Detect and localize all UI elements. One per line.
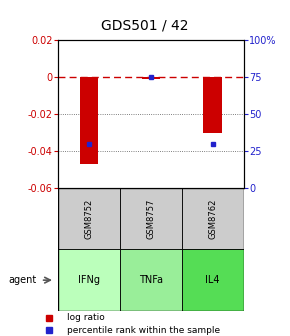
Text: TNFa: TNFa xyxy=(139,275,163,285)
Text: IL4: IL4 xyxy=(205,275,220,285)
Bar xyxy=(182,249,244,311)
Bar xyxy=(120,188,182,249)
Text: log ratio: log ratio xyxy=(67,313,105,322)
Bar xyxy=(203,77,222,133)
Text: agent: agent xyxy=(8,275,36,285)
Text: GSM8757: GSM8757 xyxy=(146,199,155,239)
Text: GSM8752: GSM8752 xyxy=(84,199,93,239)
Bar xyxy=(58,249,120,311)
Bar xyxy=(58,188,120,249)
Text: IFNg: IFNg xyxy=(78,275,100,285)
Text: GDS501 / 42: GDS501 / 42 xyxy=(101,18,189,33)
Text: percentile rank within the sample: percentile rank within the sample xyxy=(67,326,220,335)
Bar xyxy=(182,188,244,249)
Bar xyxy=(142,77,160,79)
Bar xyxy=(80,77,98,164)
Bar xyxy=(120,249,182,311)
Text: GSM8762: GSM8762 xyxy=(208,199,217,239)
